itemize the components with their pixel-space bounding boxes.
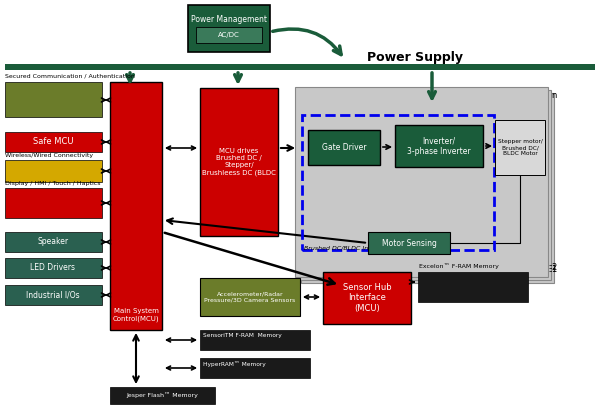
- Text: Jesper Flash™ Memory: Jesper Flash™ Memory: [127, 393, 199, 398]
- Bar: [196, 27, 262, 43]
- Text: Speaker: Speaker: [37, 238, 68, 247]
- Text: Power Management: Power Management: [191, 15, 267, 24]
- Bar: [5, 160, 102, 182]
- Bar: [395, 125, 483, 167]
- Bar: [5, 64, 595, 70]
- Text: LED Drivers: LED Drivers: [31, 263, 76, 273]
- Text: Display / HMI / Touch / Haptics: Display / HMI / Touch / Haptics: [5, 181, 101, 186]
- Text: Safe MCU: Safe MCU: [33, 138, 73, 147]
- Text: Wireless/Wired Connectivity: Wireless/Wired Connectivity: [5, 153, 93, 158]
- Text: Brushed DC/BLDC Integrated solution: Brushed DC/BLDC Integrated solution: [304, 246, 422, 251]
- Bar: [200, 88, 278, 236]
- Bar: [302, 115, 494, 250]
- Bar: [5, 132, 102, 152]
- Bar: [5, 258, 102, 278]
- Text: Sensor Hub
Interface
(MCU): Sensor Hub Interface (MCU): [343, 283, 391, 313]
- Text: 2: 2: [551, 263, 556, 271]
- Bar: [5, 82, 102, 117]
- Bar: [295, 87, 548, 277]
- Text: 1: 1: [551, 265, 556, 274]
- Text: Industrial I/Os: Industrial I/Os: [26, 291, 80, 300]
- Bar: [495, 120, 545, 175]
- Bar: [323, 272, 411, 324]
- Text: AC/DC: AC/DC: [218, 32, 240, 38]
- Bar: [298, 90, 551, 280]
- Text: Secured Communication / Authentication: Secured Communication / Authentication: [5, 74, 135, 79]
- Text: Gate Driver: Gate Driver: [322, 143, 366, 152]
- Bar: [110, 82, 162, 330]
- Bar: [200, 358, 310, 378]
- Bar: [301, 93, 554, 283]
- Text: Accelerometer/Radar
Pressure/3D Camera Sensors: Accelerometer/Radar Pressure/3D Camera S…: [205, 291, 296, 302]
- Text: HyperRAM™ Memory: HyperRAM™ Memory: [203, 361, 266, 367]
- Bar: [5, 232, 102, 252]
- Bar: [308, 130, 380, 165]
- Bar: [200, 330, 310, 350]
- Bar: [188, 5, 270, 52]
- Text: Stepper motor/
Brushed DC/
BLDC Motor: Stepper motor/ Brushed DC/ BLDC Motor: [497, 139, 542, 156]
- Text: Main System
Control(MCU): Main System Control(MCU): [113, 308, 160, 322]
- Text: n: n: [551, 90, 556, 99]
- Text: SensoriTM F-RAM  Memory: SensoriTM F-RAM Memory: [203, 333, 282, 338]
- Text: MCU drives
Brushed DC /
Stepper/
Brushleess DC (BLDC: MCU drives Brushed DC / Stepper/ Brushle…: [202, 148, 276, 176]
- Text: Inverter/
3-phase Inverter: Inverter/ 3-phase Inverter: [407, 136, 471, 156]
- Text: Motor Sensing: Motor Sensing: [382, 239, 436, 247]
- Bar: [200, 278, 300, 316]
- Text: Power Supply: Power Supply: [367, 50, 463, 63]
- Bar: [368, 232, 450, 254]
- Bar: [5, 285, 102, 305]
- Bar: [5, 188, 102, 218]
- Bar: [110, 387, 215, 404]
- Text: Excelon™ F-RAM Memory: Excelon™ F-RAM Memory: [419, 263, 499, 269]
- Bar: [418, 272, 528, 302]
